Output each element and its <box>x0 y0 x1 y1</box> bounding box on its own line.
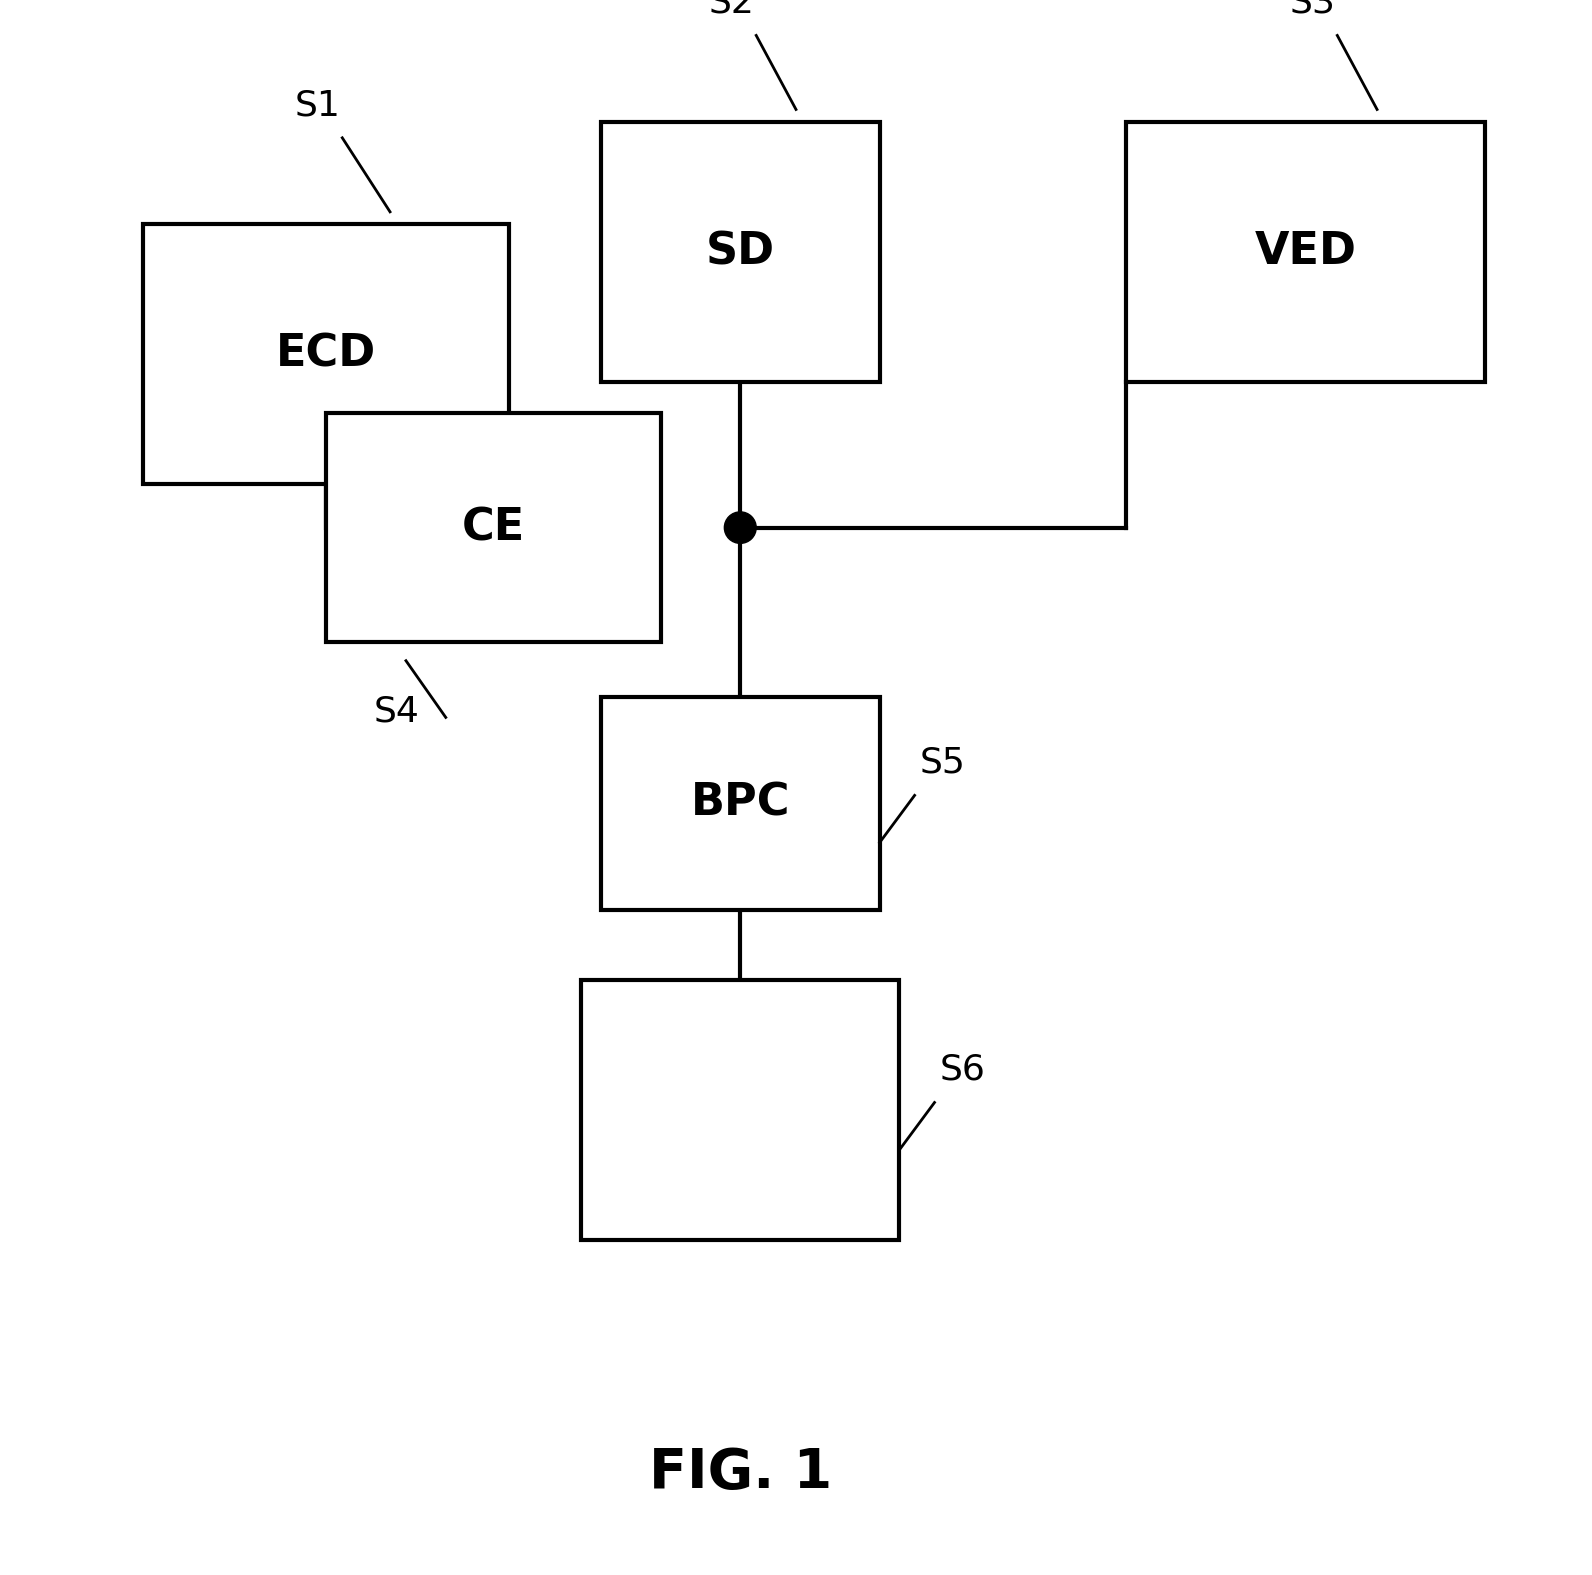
Text: CE: CE <box>462 506 525 550</box>
Text: SD: SD <box>705 230 775 274</box>
Text: ECD: ECD <box>277 332 376 376</box>
Text: S5: S5 <box>920 745 965 780</box>
Text: S2: S2 <box>708 0 755 19</box>
FancyBboxPatch shape <box>143 224 509 485</box>
Text: FIG. 1: FIG. 1 <box>648 1446 833 1499</box>
Text: S6: S6 <box>939 1052 985 1087</box>
FancyBboxPatch shape <box>602 123 879 383</box>
FancyBboxPatch shape <box>326 413 661 643</box>
Text: VED: VED <box>1254 230 1356 274</box>
Text: S1: S1 <box>295 88 341 121</box>
Text: S4: S4 <box>374 695 420 728</box>
FancyBboxPatch shape <box>602 696 879 910</box>
Text: BPC: BPC <box>691 781 790 825</box>
Circle shape <box>724 512 756 543</box>
Text: S3: S3 <box>1290 0 1336 19</box>
FancyBboxPatch shape <box>581 980 899 1241</box>
FancyBboxPatch shape <box>1126 123 1484 383</box>
